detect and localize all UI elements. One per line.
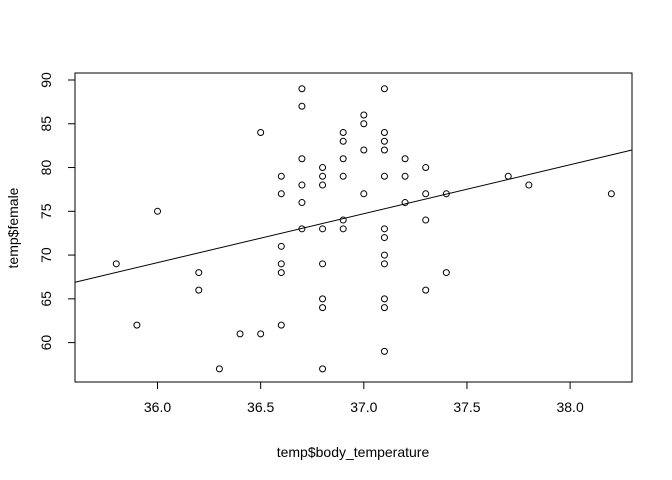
data-point [380,347,388,355]
data-point [154,207,162,215]
regression-line-group [74,149,633,283]
data-point [339,216,347,224]
data-point [257,129,265,137]
data-point [339,155,347,163]
data-point [298,181,306,189]
data-point [380,260,388,268]
data-point [422,286,430,294]
regression-line [74,149,633,283]
data-point [319,164,327,172]
y-axis-label: temp$female [5,187,21,268]
data-point [277,242,285,250]
data-point [319,295,327,303]
data-point [195,286,203,294]
data-point [380,225,388,233]
data-point [504,172,512,180]
data-point [380,129,388,137]
data-point [360,111,368,119]
data-point [380,234,388,242]
y-axis: 60 65 70 75 80 85 90 [38,72,76,351]
data-point [257,330,265,338]
data-point [277,172,285,180]
data-point [277,321,285,329]
data-point [133,321,141,329]
data-point [339,225,347,233]
data-point [277,190,285,198]
data-point [380,251,388,259]
y-tick-label: 70 [38,247,54,263]
x-axis-label: temp$body_temperature [277,444,430,460]
y-tick-label: 90 [38,72,54,88]
x-tick-label: 38.0 [556,399,583,415]
y-tick-label: 75 [38,203,54,219]
data-point [422,190,430,198]
data-point [319,181,327,189]
data-point [380,172,388,180]
y-tick-label: 60 [38,335,54,351]
data-point [277,269,285,277]
data-point [360,120,368,128]
data-point [525,181,533,189]
data-point [380,85,388,93]
data-point [607,190,615,198]
data-point [319,260,327,268]
data-point [112,260,120,268]
data-point [339,137,347,145]
data-point [422,216,430,224]
data-point [215,365,223,373]
data-point [401,199,409,207]
data-point [298,199,306,207]
data-point [319,365,327,373]
data-point [319,172,327,180]
data-point [442,269,450,277]
data-point [319,225,327,233]
data-point [298,155,306,163]
x-axis: 36.0 36.5 37.0 37.5 38.0 [144,381,584,415]
data-point [360,190,368,198]
y-tick-label: 85 [38,116,54,132]
data-point [360,146,368,154]
data-point [339,129,347,137]
x-tick-label: 36.0 [144,399,171,415]
x-tick-label: 37.5 [453,399,480,415]
data-point [380,146,388,154]
data-point [401,172,409,180]
y-tick-label: 65 [38,291,54,307]
data-point [277,260,285,268]
x-tick-label: 36.5 [247,399,274,415]
x-tick-label: 37.0 [350,399,377,415]
data-point [298,102,306,110]
data-point [236,330,244,338]
data-point [401,155,409,163]
data-point [298,85,306,93]
data-point [422,164,430,172]
plot-frame [74,72,633,383]
data-points [112,85,615,373]
y-tick-label: 80 [38,160,54,176]
data-point [380,295,388,303]
data-point [380,304,388,312]
data-point [195,269,203,277]
data-point [339,172,347,180]
data-point [380,137,388,145]
data-point [319,304,327,312]
